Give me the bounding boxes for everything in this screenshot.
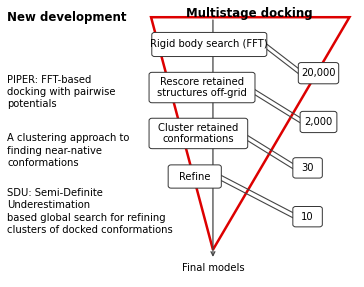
Text: 10: 10 — [301, 212, 314, 222]
Text: 20,000: 20,000 — [301, 68, 336, 78]
Text: PIPER: FFT-based
docking with pairwise
potentials: PIPER: FFT-based docking with pairwise p… — [7, 75, 116, 109]
Text: Final models: Final models — [182, 263, 244, 273]
Text: Cluster retained
conformations: Cluster retained conformations — [158, 123, 238, 144]
FancyBboxPatch shape — [152, 32, 267, 57]
FancyBboxPatch shape — [168, 165, 221, 188]
Text: 30: 30 — [301, 163, 314, 173]
FancyBboxPatch shape — [293, 207, 323, 227]
FancyBboxPatch shape — [149, 72, 255, 103]
FancyBboxPatch shape — [300, 111, 337, 133]
Text: Rigid body search (FFT): Rigid body search (FFT) — [150, 40, 268, 49]
FancyBboxPatch shape — [293, 158, 323, 178]
FancyBboxPatch shape — [298, 63, 339, 84]
FancyBboxPatch shape — [149, 118, 248, 149]
Text: Multistage docking: Multistage docking — [186, 7, 313, 20]
Text: Refine: Refine — [179, 172, 210, 181]
Text: 2,000: 2,000 — [304, 117, 333, 127]
Text: Rescore retained
structures off-grid: Rescore retained structures off-grid — [157, 77, 247, 98]
Text: SDU: Semi-Definite
Underestimation
based global search for refining
clusters of : SDU: Semi-Definite Underestimation based… — [7, 188, 173, 235]
Text: New development: New development — [7, 11, 127, 24]
Text: A clustering approach to
finding near-native
conformations: A clustering approach to finding near-na… — [7, 133, 130, 168]
